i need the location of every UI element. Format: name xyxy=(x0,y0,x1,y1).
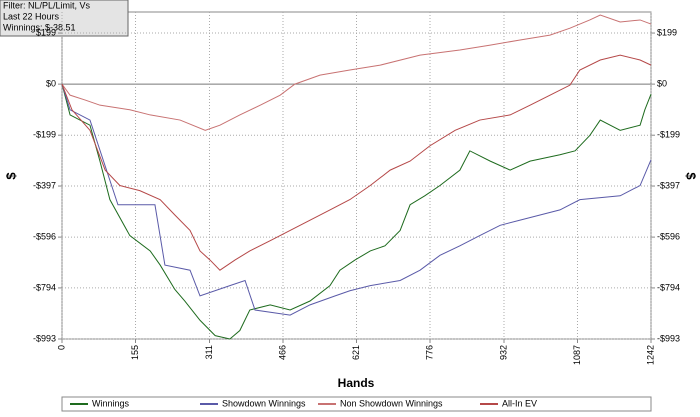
y-tick-label: -$199 xyxy=(33,130,56,140)
y2-tick-label: $0 xyxy=(657,78,667,88)
series-line xyxy=(61,83,652,340)
x-tick-label: 1242 xyxy=(645,345,655,365)
x-tick-label: 776 xyxy=(424,345,434,360)
x-tick-label: 1087 xyxy=(572,345,582,365)
x-tick-label: 155 xyxy=(130,345,140,360)
y2-tick-label: $199 xyxy=(657,27,677,37)
y-tick-label: -$397 xyxy=(33,180,56,190)
y-tick-label: -$794 xyxy=(33,282,56,292)
y-tick-label: $199 xyxy=(36,27,56,37)
series-line xyxy=(61,14,652,131)
y-tick-label: -$993 xyxy=(33,333,56,343)
x-tick-label: 466 xyxy=(277,345,287,360)
y-axis-label: $ xyxy=(3,172,18,180)
plot-area xyxy=(61,11,652,340)
x-axis-label: Hands xyxy=(338,376,375,390)
legend-label: Winnings xyxy=(92,398,130,408)
x-tick-label: 0 xyxy=(56,345,66,350)
y2-tick-label: -$794 xyxy=(657,282,680,292)
legend-label: Non Showdown Winnings xyxy=(340,398,443,408)
x-tick-label: 621 xyxy=(351,345,361,360)
y2-tick-label: -$199 xyxy=(657,130,680,140)
y2-tick-label: -$397 xyxy=(657,180,680,190)
series-line xyxy=(61,83,652,316)
legend-box xyxy=(61,396,652,412)
x-tick-label: 311 xyxy=(204,345,214,359)
y-tick-label: -$596 xyxy=(33,231,56,241)
y-tick-label: $0 xyxy=(46,78,56,88)
y2-axis-label: $ xyxy=(684,172,699,180)
info-line: Filter: NL/PL/Limit, Vs xyxy=(3,0,91,10)
y2-tick-label: -$993 xyxy=(657,333,680,343)
series-line xyxy=(61,54,652,271)
y2-tick-label: -$596 xyxy=(657,231,680,241)
info-background xyxy=(0,0,129,37)
x-tick-label: 932 xyxy=(498,345,508,360)
info-box: Filter: NL/PL/Limit, Vs Last 22 Hours Wi… xyxy=(0,0,129,37)
legend-label: All-In EV xyxy=(502,398,537,408)
legend-label: Showdown Winnings xyxy=(222,398,306,408)
info-line: Winnings: $-38.51 xyxy=(3,22,76,32)
info-line: Last 22 Hours xyxy=(3,11,60,21)
